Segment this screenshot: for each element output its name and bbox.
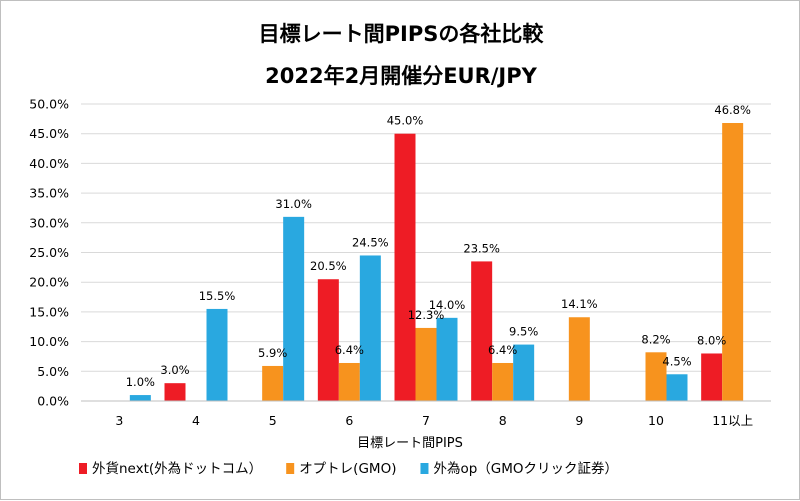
data-label: 9.5% <box>509 325 538 339</box>
bar <box>338 362 360 401</box>
x-tick-label: 3 <box>115 413 123 428</box>
data-label: 12.3% <box>408 308 445 322</box>
x-tick-label: 5 <box>269 413 277 428</box>
legend-label: 外為op（GMOクリック証券） <box>433 461 618 477</box>
x-tick-label: 6 <box>345 413 353 428</box>
chart-title-line-2: 2022年2月開催分EUR/JPY <box>265 64 538 88</box>
data-label: 24.5% <box>352 235 389 249</box>
y-tick-label: 35.0% <box>29 186 69 201</box>
bar <box>206 308 228 401</box>
legend-label: 外貨next(外為ドットコム） <box>92 460 262 477</box>
bar <box>164 383 186 401</box>
data-label: 46.8% <box>714 103 751 117</box>
legend-swatch <box>286 463 295 474</box>
bar <box>317 279 339 401</box>
data-label: 15.5% <box>199 289 236 303</box>
bar <box>568 317 590 401</box>
y-tick-label: 0.0% <box>37 394 69 409</box>
x-tick-label: 4 <box>192 413 200 428</box>
bars <box>129 123 744 402</box>
y-tick-label: 50.0% <box>29 97 69 112</box>
y-tick-label: 10.0% <box>29 334 69 349</box>
data-label: 6.4% <box>335 343 364 357</box>
y-tick-label: 45.0% <box>29 126 69 141</box>
gridlines <box>81 103 771 372</box>
bar <box>129 395 151 401</box>
data-label: 20.5% <box>310 259 347 273</box>
data-label: 8.0% <box>697 333 726 347</box>
data-label: 3.0% <box>160 363 189 377</box>
bar <box>471 261 493 401</box>
legend-swatch <box>79 463 87 474</box>
data-label: 4.5% <box>662 354 691 368</box>
bar <box>283 216 305 401</box>
y-tick-label: 25.0% <box>29 245 69 260</box>
bar <box>262 365 284 401</box>
y-tick-label: 40.0% <box>29 156 69 171</box>
data-label: 14.1% <box>561 297 598 311</box>
bar <box>722 123 744 402</box>
data-label: 31.0% <box>275 197 312 211</box>
data-label: 14.0% <box>429 298 466 312</box>
x-axis-title: 目標レート間PIPS <box>357 436 463 451</box>
x-tick-label: 8 <box>499 413 507 428</box>
data-label: 1.0% <box>126 375 155 389</box>
y-tick-label: 5.0% <box>37 364 69 379</box>
data-labels: 1.0% 3.0% 15.5% 5.9% 31.0% 20.5% 6.4% 24.5% 45.0… <box>126 103 751 389</box>
data-label: 6.4% <box>488 343 517 357</box>
y-tick-label: 20.0% <box>29 275 69 290</box>
legend: 外貨next(外為ドットコム） オプトレ(GMO) 外為op（GMOクリック証券） <box>79 460 618 477</box>
bar <box>492 362 514 401</box>
bar <box>645 352 667 401</box>
bar <box>513 344 535 401</box>
y-tick-label: 15.0% <box>29 304 69 319</box>
bar <box>701 353 723 401</box>
bar <box>436 317 458 401</box>
y-axis-tick-labels: 0.0% 5.0% 10.0% 15.0% 20.0% 25.0% 30.0% 35.0% 40… <box>29 97 69 409</box>
x-tick-label: 7 <box>422 413 430 428</box>
x-axis-tick-labels: 3 4 5 6 7 8 9 10 11以上 <box>115 413 753 428</box>
data-label: 45.0% <box>387 114 424 128</box>
chart-title-line-1: 目標レート間PIPSの各社比較 <box>259 22 545 46</box>
x-tick-label: 11以上 <box>712 413 753 428</box>
data-label: 23.5% <box>463 241 500 255</box>
bar <box>394 133 416 401</box>
bar <box>359 255 381 401</box>
bar <box>666 374 688 401</box>
data-label: 5.9% <box>258 346 287 360</box>
legend-swatch <box>420 463 429 474</box>
x-tick-label: 10 <box>648 413 664 428</box>
legend-label: オプトレ(GMO) <box>299 461 396 477</box>
bar <box>415 327 437 401</box>
x-tick-label: 9 <box>575 413 583 428</box>
y-tick-label: 30.0% <box>29 215 69 230</box>
data-label: 8.2% <box>641 332 670 346</box>
